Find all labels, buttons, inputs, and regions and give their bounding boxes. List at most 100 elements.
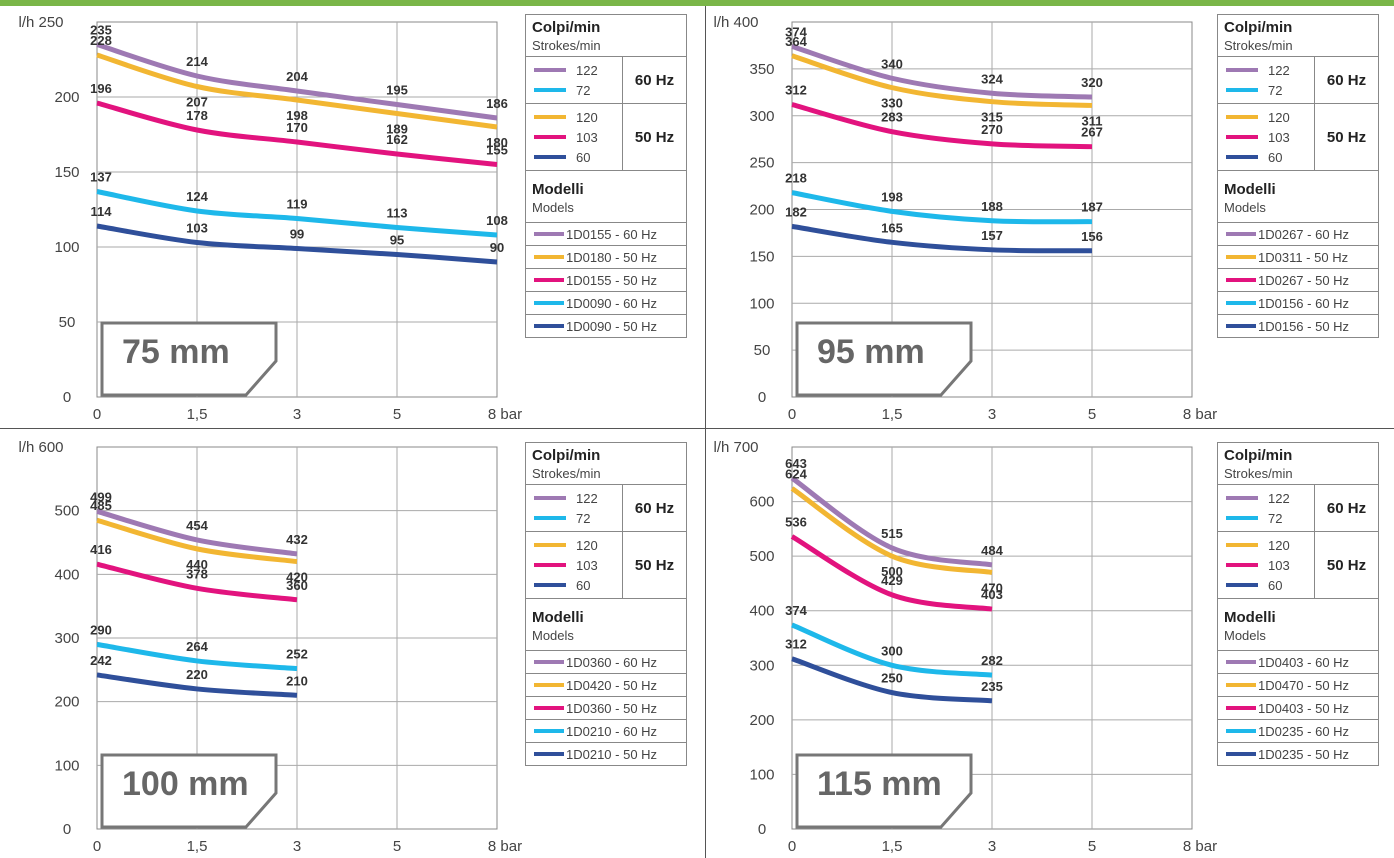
data-label: 499: [90, 489, 112, 504]
data-label: 403: [981, 587, 1003, 602]
model-row: 1D0180 - 50 Hz: [526, 246, 686, 269]
y-tick-label: l/h 250: [18, 14, 63, 31]
y-tick-label: 200: [54, 694, 79, 711]
model-row: 1D0156 - 60 Hz: [1218, 292, 1378, 315]
data-label: 165: [881, 220, 903, 235]
legend-swatch: [1226, 68, 1258, 72]
x-tick-label: 3: [988, 406, 996, 423]
data-label: 178: [186, 108, 208, 123]
model-row: 1D0155 - 50 Hz: [526, 269, 686, 292]
frequency-group: 122 72 60 Hz: [1218, 57, 1378, 104]
strokes-value: 72: [1268, 82, 1283, 98]
y-tick-label: 0: [63, 389, 71, 406]
legend-swatch: [1226, 155, 1258, 159]
strokes-row: 122: [1218, 488, 1314, 508]
model-name: 1D0311 - 50 Hz: [1258, 249, 1349, 265]
strokes-subtitle: Strokes/min: [532, 38, 601, 53]
series-line-2: [791, 102, 1093, 150]
model-name: 1D0403 - 50 Hz: [1258, 700, 1350, 716]
strokes-header: Colpi/min Strokes/min: [1218, 15, 1378, 57]
legend-swatch: [534, 68, 566, 72]
strokes-row: 103: [526, 555, 622, 575]
data-label: 282: [981, 653, 1003, 668]
series-line-2: [96, 561, 298, 603]
data-label: 235: [981, 679, 1003, 694]
size-label: 95 mm: [817, 333, 925, 371]
data-label: 330: [881, 96, 903, 111]
y-tick-label: 150: [749, 248, 774, 265]
data-label: 264: [186, 639, 208, 654]
data-label: 113: [387, 206, 408, 221]
data-label: 182: [785, 204, 807, 219]
strokes-value: 72: [1268, 510, 1283, 526]
data-label: 157: [981, 228, 1003, 243]
legend-swatch: [1226, 683, 1256, 687]
model-name: 1D0156 - 60 Hz: [1258, 295, 1350, 311]
x-tick-label: 8 bar: [488, 838, 522, 855]
frequency-label: 50 Hz: [634, 556, 675, 574]
data-label: 312: [785, 637, 807, 652]
y-tick-label: 400: [54, 566, 79, 583]
y-tick-label: 0: [63, 821, 71, 838]
legend-swatch: [534, 752, 564, 756]
data-label: 186: [486, 96, 508, 111]
models-title: Modelli: [1224, 181, 1276, 198]
series-line-4: [791, 656, 993, 704]
y-tick-label: 50: [59, 314, 76, 331]
size-badge: 100 mm: [100, 753, 278, 829]
frequency-label: 60 Hz: [1326, 71, 1367, 89]
strokes-value: 122: [576, 62, 598, 78]
models-subtitle: Models: [1224, 200, 1266, 215]
model-name: 1D0360 - 60 Hz: [566, 654, 658, 670]
legend-swatch: [1226, 324, 1256, 328]
x-tick-label: 1,5: [882, 406, 903, 423]
legend-swatch: [534, 706, 564, 710]
model-name: 1D0235 - 50 Hz: [1258, 746, 1350, 762]
model-name: 1D0155 - 50 Hz: [566, 272, 658, 288]
y-tick-label: 200: [749, 712, 774, 729]
y-tick-label: 50: [754, 342, 771, 359]
x-tick-label: 3: [293, 406, 301, 423]
strokes-row: 120: [1218, 535, 1314, 555]
data-label: 485: [90, 498, 112, 513]
model-row: 1D0090 - 50 Hz: [526, 315, 686, 337]
legend-swatch: [534, 324, 564, 328]
model-row: 1D0311 - 50 Hz: [1218, 246, 1378, 269]
model-name: 1D0267 - 60 Hz: [1258, 226, 1350, 242]
data-label: 500: [881, 564, 903, 579]
strokes-row: 60: [526, 147, 622, 167]
data-label: 90: [490, 240, 504, 255]
y-tick-label: 200: [749, 202, 774, 219]
data-label: 189: [386, 122, 408, 137]
y-tick-label: 500: [749, 548, 774, 565]
data-label: 270: [981, 122, 1003, 137]
strokes-row: 122: [526, 60, 622, 80]
data-label: 170: [286, 120, 308, 135]
strokes-header: Colpi/min Strokes/min: [1218, 443, 1378, 485]
series-line-1: [96, 52, 498, 130]
strokes-header: Colpi/min Strokes/min: [526, 443, 686, 485]
frequency-label: 60 Hz: [634, 71, 675, 89]
y-tick-label: 300: [54, 630, 79, 647]
data-label: 536: [785, 514, 807, 529]
strokes-subtitle: Strokes/min: [1224, 38, 1293, 53]
size-label: 75 mm: [122, 333, 230, 371]
model-row: 1D0360 - 50 Hz: [526, 697, 686, 720]
data-label: 214: [186, 54, 208, 69]
y-tick-label: 100: [749, 766, 774, 783]
legend-swatch: [534, 516, 566, 520]
y-tick-label: 300: [749, 108, 774, 125]
legend-swatch: [1226, 543, 1258, 547]
series-line-4: [791, 223, 1093, 254]
model-name: 1D0267 - 50 Hz: [1258, 272, 1350, 288]
x-tick-label: 0: [93, 838, 101, 855]
data-label: 242: [90, 653, 112, 668]
data-label: 360: [286, 578, 308, 593]
data-label: 340: [881, 56, 903, 71]
strokes-header: Colpi/min Strokes/min: [526, 15, 686, 57]
legend-swatch: [534, 301, 564, 305]
data-label: 364: [785, 34, 807, 49]
frequency-group: 120 103 60 50 Hz: [526, 532, 686, 599]
